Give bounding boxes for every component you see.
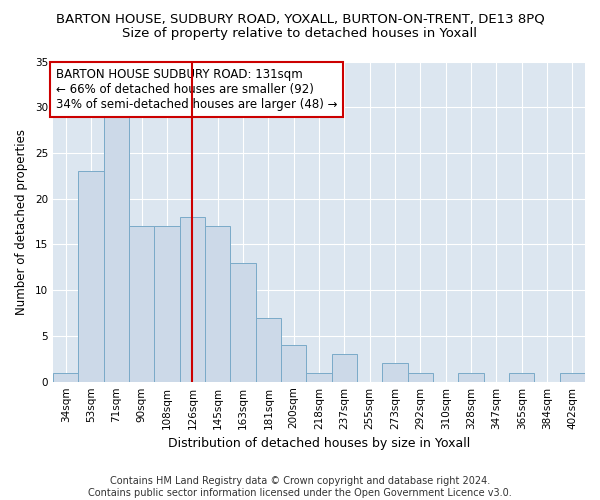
Bar xyxy=(560,372,585,382)
Bar xyxy=(205,226,230,382)
Bar xyxy=(407,372,433,382)
Text: Contains HM Land Registry data © Crown copyright and database right 2024.
Contai: Contains HM Land Registry data © Crown c… xyxy=(88,476,512,498)
Bar xyxy=(129,226,154,382)
Text: BARTON HOUSE SUDBURY ROAD: 131sqm
← 66% of detached houses are smaller (92)
34% : BARTON HOUSE SUDBURY ROAD: 131sqm ← 66% … xyxy=(56,68,337,111)
Bar xyxy=(154,226,180,382)
Bar xyxy=(230,263,256,382)
X-axis label: Distribution of detached houses by size in Yoxall: Distribution of detached houses by size … xyxy=(168,437,470,450)
Bar xyxy=(458,372,484,382)
Text: BARTON HOUSE, SUDBURY ROAD, YOXALL, BURTON-ON-TRENT, DE13 8PQ: BARTON HOUSE, SUDBURY ROAD, YOXALL, BURT… xyxy=(56,12,544,26)
Bar xyxy=(79,172,104,382)
Text: Size of property relative to detached houses in Yoxall: Size of property relative to detached ho… xyxy=(122,28,478,40)
Bar xyxy=(256,318,281,382)
Bar xyxy=(509,372,535,382)
Y-axis label: Number of detached properties: Number of detached properties xyxy=(15,128,28,314)
Bar xyxy=(180,217,205,382)
Bar xyxy=(53,372,79,382)
Bar xyxy=(307,372,332,382)
Bar xyxy=(332,354,357,382)
Bar xyxy=(104,116,129,382)
Bar xyxy=(382,364,407,382)
Bar xyxy=(281,345,307,382)
